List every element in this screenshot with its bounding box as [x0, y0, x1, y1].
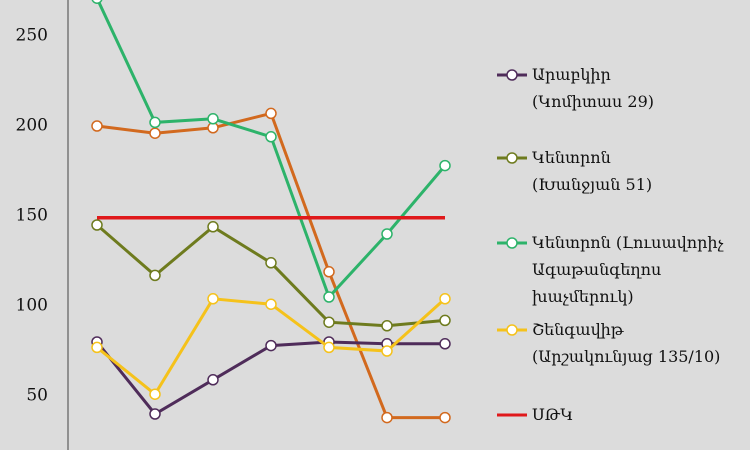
point	[265, 339, 277, 352]
legend-label: Կենտրոն (Խանջյան 51)	[532, 148, 652, 194]
y-tick-label: 150	[16, 206, 48, 226]
point	[207, 221, 219, 233]
point	[91, 0, 103, 4]
point	[381, 411, 393, 424]
legend-marker	[506, 152, 518, 164]
point	[323, 316, 335, 328]
y-tick-label: 250	[16, 26, 48, 46]
legend-label: ՍԹԿ	[532, 405, 573, 424]
y-tick-label: 50	[26, 386, 48, 406]
point	[91, 219, 103, 231]
series-line	[96, 0, 447, 300]
point	[149, 116, 161, 129]
point	[149, 408, 161, 420]
point	[91, 341, 103, 354]
point	[265, 257, 277, 269]
legend-label-line: Արաբկիր	[532, 65, 611, 84]
legend-marker	[506, 324, 518, 336]
point	[439, 338, 451, 350]
y-tick-label: 100	[16, 296, 48, 316]
legend-label-line: խաչմերուկ)	[532, 287, 634, 306]
legend-label-line: ՍԹԿ	[532, 405, 573, 424]
point	[381, 320, 393, 332]
legend-label-line: Ագաթանգեղոս	[532, 260, 661, 279]
point	[149, 388, 161, 400]
series-line	[96, 223, 446, 328]
point	[439, 159, 451, 172]
point	[323, 266, 335, 278]
point	[439, 314, 451, 327]
point	[439, 293, 451, 305]
legend-label-line: Շենգավիթ	[532, 320, 624, 339]
series-line	[95, 340, 445, 416]
point	[149, 269, 161, 282]
legend-marker	[506, 69, 518, 81]
legend-label-line: (Կոմիտաս 29)	[532, 92, 654, 111]
point	[207, 374, 219, 386]
legend-marker	[506, 237, 518, 249]
point	[149, 127, 161, 139]
point	[207, 113, 219, 125]
point	[323, 291, 335, 303]
point	[91, 120, 103, 132]
legend-label: Շենգավիթ (Արշակունյաց 135/10)	[532, 320, 720, 366]
point	[323, 341, 335, 354]
y-tick-label: 200	[16, 116, 48, 136]
point	[381, 345, 393, 357]
point	[265, 131, 277, 143]
legend-label-line: (Խանջյան 51)	[532, 175, 652, 194]
point	[381, 228, 393, 240]
point	[439, 411, 451, 424]
legend-label: Կենտրոն (Լուսավորիչ Ագաթանգեղոս խաչմերուկ)	[532, 233, 724, 306]
legend-label: Արաբկիր (Կոմիտաս 29)	[532, 65, 654, 111]
legend-label-line: Կենտրոն	[532, 148, 611, 167]
legend-label-line: Կենտրոն (Լուսավորիչ	[532, 233, 724, 252]
point	[265, 107, 277, 120]
point	[207, 293, 219, 305]
point	[265, 298, 277, 310]
legend-label-line: (Արշակունյաց 135/10)	[532, 347, 720, 366]
